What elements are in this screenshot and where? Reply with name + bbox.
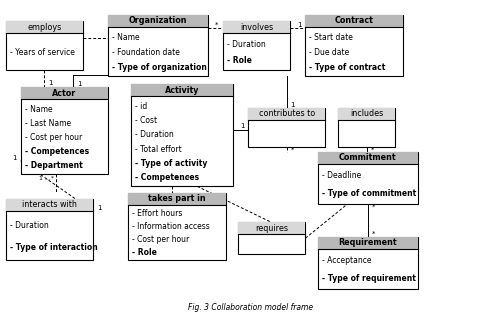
Bar — [21, 87, 108, 174]
Text: - Effort hours: - Effort hours — [132, 209, 182, 218]
Text: takes part in: takes part in — [148, 194, 205, 203]
Text: 1: 1 — [97, 205, 101, 211]
Text: 1: 1 — [48, 81, 53, 87]
Text: - Duration: - Duration — [135, 130, 173, 139]
Bar — [306, 15, 403, 27]
Text: 1 ...*: 1 ...* — [175, 176, 190, 181]
Text: - Name: - Name — [25, 105, 52, 113]
Text: - Type of requirement: - Type of requirement — [322, 274, 416, 283]
Text: - Department: - Department — [25, 161, 83, 170]
Bar — [318, 237, 418, 249]
Text: employs: employs — [27, 23, 62, 32]
Text: involves: involves — [240, 23, 274, 32]
Text: 1: 1 — [77, 81, 81, 87]
Bar — [238, 222, 306, 234]
Text: 1: 1 — [13, 155, 17, 161]
Bar — [6, 21, 83, 70]
Text: includes: includes — [350, 109, 383, 118]
Text: interacts with: interacts with — [22, 200, 77, 210]
Text: - Duration: - Duration — [227, 40, 266, 49]
Text: *: * — [371, 147, 374, 153]
Text: - Type of commitment: - Type of commitment — [322, 189, 416, 198]
Bar — [21, 87, 108, 99]
Text: Commitment: Commitment — [339, 153, 397, 162]
Text: 1 ...*: 1 ...* — [39, 176, 54, 181]
Bar — [131, 84, 233, 96]
Bar — [223, 21, 291, 70]
Text: 1: 1 — [240, 123, 244, 129]
Bar — [306, 15, 403, 76]
Text: - Type of activity: - Type of activity — [135, 159, 207, 168]
Text: - Acceptance: - Acceptance — [322, 256, 371, 265]
Bar — [248, 108, 326, 147]
Bar — [6, 199, 93, 211]
Text: - Total effort: - Total effort — [135, 144, 181, 154]
Text: - Type of interaction: - Type of interaction — [10, 243, 97, 252]
Text: 1: 1 — [297, 22, 302, 28]
Text: - Due date: - Due date — [310, 48, 350, 57]
Text: Contract: Contract — [335, 16, 374, 25]
Bar — [338, 108, 395, 120]
Text: - Type of organization: - Type of organization — [112, 63, 207, 72]
Text: Fig. 3 Collaboration model frame: Fig. 3 Collaboration model frame — [188, 303, 313, 312]
Bar — [248, 108, 326, 120]
Text: - Type of contract: - Type of contract — [310, 63, 386, 72]
Text: - Last Name: - Last Name — [25, 118, 71, 128]
Text: 1: 1 — [291, 101, 295, 107]
Text: requires: requires — [255, 224, 288, 233]
Bar — [131, 84, 233, 186]
Text: *: * — [372, 230, 376, 236]
Bar — [128, 193, 225, 204]
Bar — [338, 108, 395, 147]
Text: - Cost per hour: - Cost per hour — [132, 235, 189, 244]
Text: Organization: Organization — [129, 16, 187, 25]
Bar — [108, 15, 208, 27]
Text: Actor: Actor — [52, 89, 77, 98]
Text: - Competences: - Competences — [25, 147, 89, 156]
Bar — [6, 21, 83, 33]
Text: - Name: - Name — [112, 33, 140, 42]
Text: *: * — [372, 204, 376, 210]
Text: - Information access: - Information access — [132, 222, 210, 231]
Text: *: * — [291, 147, 295, 153]
Text: - id: - id — [135, 101, 147, 111]
Bar — [238, 222, 306, 254]
Bar — [108, 15, 208, 76]
Bar — [318, 152, 418, 164]
Text: - Start date: - Start date — [310, 33, 353, 42]
Bar — [6, 199, 93, 260]
Text: Activity: Activity — [164, 86, 199, 94]
Text: Requirement: Requirement — [339, 238, 397, 247]
Bar — [318, 237, 418, 289]
Text: - Cost: - Cost — [135, 116, 157, 125]
Bar — [318, 152, 418, 204]
Text: - Years of service: - Years of service — [10, 48, 75, 58]
Text: - Role: - Role — [227, 56, 252, 65]
Bar — [223, 21, 291, 33]
Text: - Competences: - Competences — [135, 173, 199, 182]
Text: - Cost per hour: - Cost per hour — [25, 133, 82, 142]
Text: - Deadline: - Deadline — [322, 171, 361, 180]
Text: *: * — [215, 22, 219, 28]
Bar — [128, 193, 225, 260]
Text: - Foundation date: - Foundation date — [112, 48, 180, 57]
Text: contributes to: contributes to — [259, 109, 315, 118]
Text: - Role: - Role — [132, 248, 157, 257]
Text: - Duration: - Duration — [10, 222, 49, 230]
